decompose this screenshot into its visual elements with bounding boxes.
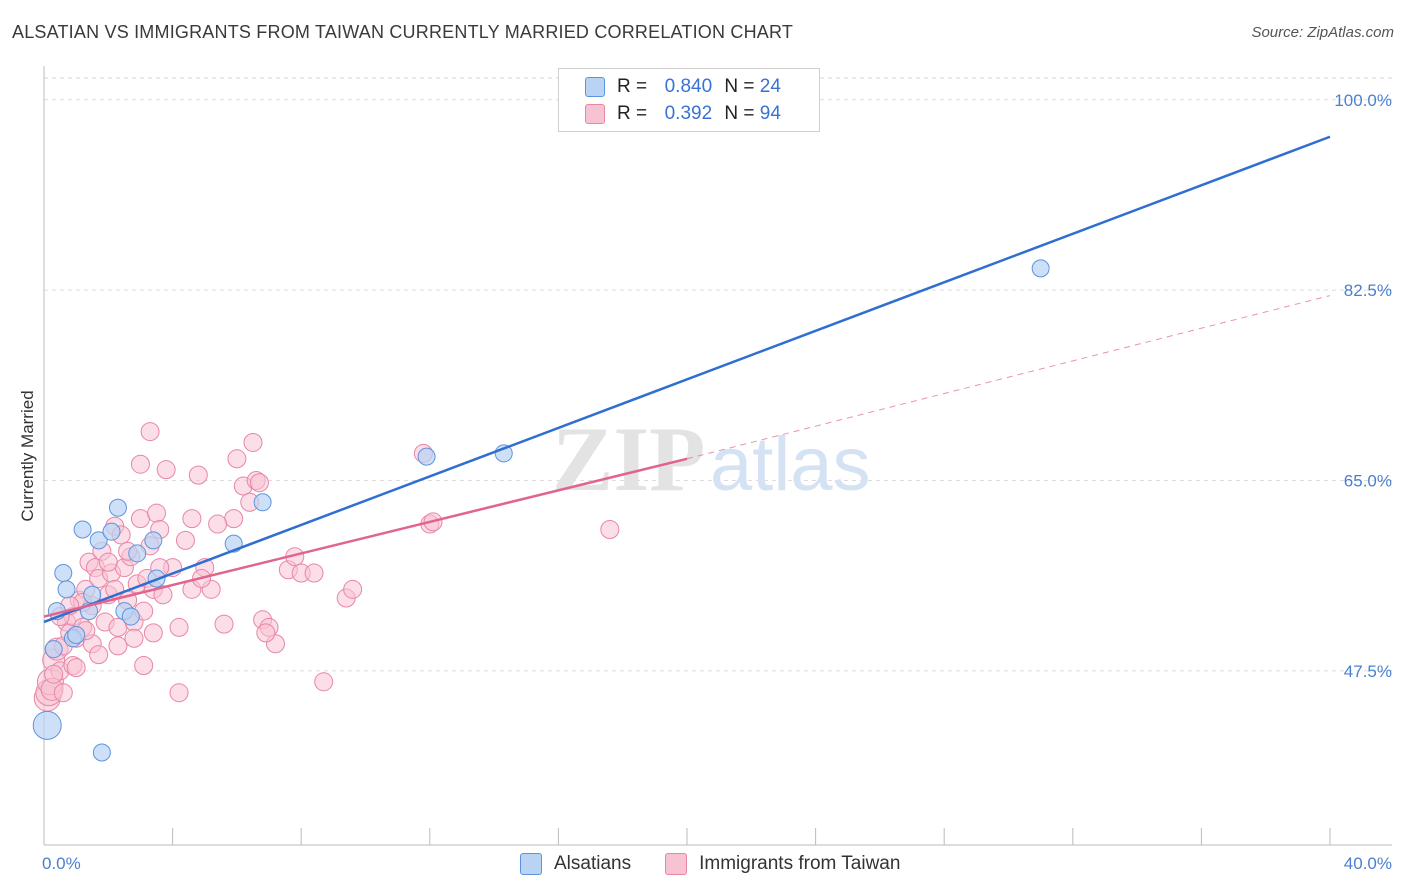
data-point-alsatian — [144, 531, 163, 550]
n-label: N = — [724, 76, 755, 97]
legend-label: Alsatians — [554, 853, 632, 874]
data-point-alsatian — [253, 493, 272, 512]
y-tick-label: 47.5% — [1344, 662, 1392, 681]
data-point-alsatian — [1031, 259, 1050, 278]
data-point-alsatian — [32, 710, 62, 740]
pink-swatch — [585, 104, 605, 124]
y-tick-label: 100.0% — [1334, 91, 1392, 110]
data-point-taiwan — [156, 460, 176, 480]
legend-row-taiwan: R = 0.392 N = 94 — [585, 102, 781, 126]
legend-item-alsatians[interactable]: Alsatians — [520, 853, 631, 875]
data-point-taiwan — [89, 645, 109, 665]
source-credit: Source: ZipAtlas.com — [1251, 24, 1394, 41]
trend-line-taiwan — [43, 457, 688, 618]
data-point-taiwan — [188, 465, 208, 485]
y-tick-label: 65.0% — [1344, 472, 1392, 491]
data-point-taiwan — [130, 509, 150, 529]
data-point-taiwan — [182, 509, 202, 529]
n-label: N = — [724, 103, 755, 124]
legend-item-taiwan[interactable]: Immigrants from Taiwan — [665, 853, 900, 875]
data-point-taiwan — [147, 503, 167, 523]
trend-line-taiwan-extrapolated — [686, 295, 1331, 460]
data-point-alsatian — [102, 522, 121, 541]
data-point-alsatian — [73, 520, 92, 539]
data-point-taiwan — [44, 664, 64, 684]
data-point-taiwan — [169, 683, 189, 703]
data-point-taiwan — [153, 585, 173, 605]
data-point-taiwan — [224, 509, 244, 529]
watermark-zip: ZIP — [552, 408, 705, 510]
n-value: 24 — [759, 76, 781, 97]
data-point-alsatian — [121, 607, 140, 626]
data-point-taiwan — [243, 432, 263, 452]
r-label: R = — [617, 103, 648, 124]
data-point-taiwan — [98, 552, 118, 572]
n-value: 94 — [759, 103, 781, 124]
blue-swatch — [520, 853, 542, 875]
chart-title: ALSATIAN VS IMMIGRANTS FROM TAIWAN CURRE… — [12, 22, 794, 42]
blue-swatch — [585, 77, 605, 97]
data-point-taiwan — [343, 579, 363, 599]
data-point-alsatian — [44, 640, 63, 659]
data-point-taiwan — [227, 449, 247, 469]
data-point-taiwan — [256, 623, 276, 643]
data-point-taiwan — [66, 658, 86, 678]
taiwan-points — [33, 422, 620, 712]
data-point-alsatian — [92, 743, 111, 762]
pink-swatch — [665, 853, 688, 875]
trend-line-alsatians — [43, 135, 1331, 624]
tick-labels: 47.5% 65.0% 82.5% 100.0% 0.0% 40.0% — [42, 91, 1392, 873]
r-value: 0.392 — [664, 103, 713, 124]
data-point-alsatian — [417, 447, 436, 466]
data-point-taiwan — [600, 519, 620, 539]
data-point-alsatian — [108, 498, 127, 517]
legend-row-alsatians: R = 0.840 N = 24 — [585, 75, 781, 99]
x-tick-label: 0.0% — [42, 854, 81, 873]
legend-label: Immigrants from Taiwan — [699, 853, 901, 874]
data-point-taiwan — [249, 473, 269, 493]
correlation-legend: R = 0.840 N = 24 R = 0.392 N = 94 — [558, 68, 820, 132]
data-point-taiwan — [124, 628, 144, 648]
data-point-taiwan — [140, 422, 160, 442]
x-tick-label: 40.0% — [1344, 854, 1392, 873]
watermark: ZIP atlas — [552, 408, 871, 510]
data-point-taiwan — [143, 623, 163, 643]
data-point-alsatian — [57, 580, 76, 599]
data-point-taiwan — [175, 530, 195, 550]
data-point-taiwan — [208, 514, 228, 534]
data-point-taiwan — [169, 617, 189, 637]
data-point-taiwan — [134, 655, 154, 675]
data-point-alsatian — [128, 544, 147, 563]
data-point-alsatian — [54, 564, 73, 583]
data-point-taiwan — [130, 454, 150, 474]
series-legend: Alsatians Immigrants from Taiwan — [520, 850, 934, 878]
watermark-atlas: atlas — [710, 422, 871, 507]
r-value: 0.840 — [664, 76, 713, 97]
data-point-taiwan — [108, 636, 128, 656]
data-point-alsatian — [67, 626, 86, 645]
data-point-taiwan — [53, 683, 73, 703]
data-point-alsatian — [89, 531, 108, 550]
data-point-taiwan — [304, 563, 324, 583]
r-label: R = — [617, 76, 648, 97]
gridlines — [44, 77, 1392, 672]
trend-lines — [43, 135, 1331, 624]
data-point-taiwan — [314, 672, 334, 692]
data-point-taiwan — [214, 614, 234, 634]
y-tick-label: 82.5% — [1344, 281, 1392, 300]
